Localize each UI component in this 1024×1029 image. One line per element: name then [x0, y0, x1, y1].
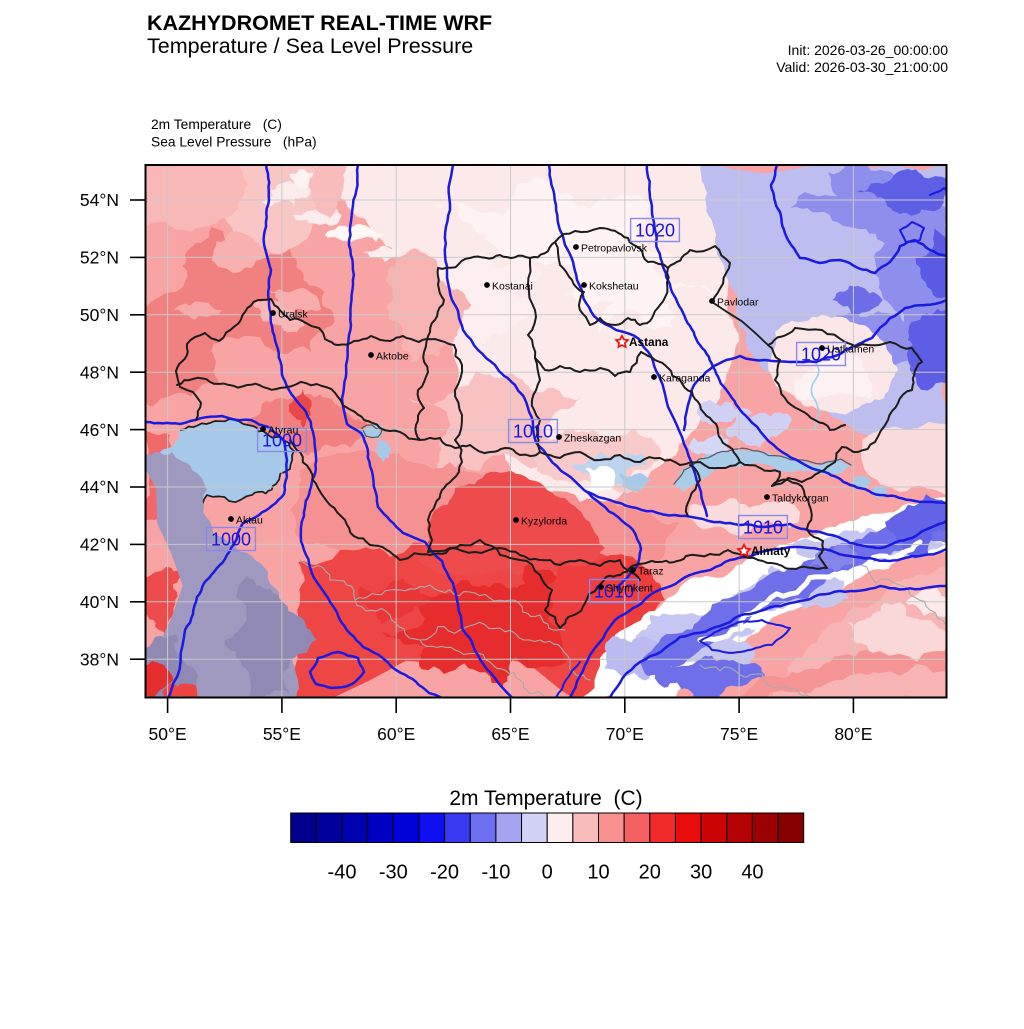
svg-text:Sea Level Pressure (hPa): Sea Level Pressure (hPa) [151, 135, 317, 150]
svg-text:Shymkent: Shymkent [606, 583, 653, 595]
svg-text:70°E: 70°E [606, 724, 644, 744]
svg-text:KAZHYDROMET REAL-TIME WRF: KAZHYDROMET REAL-TIME WRF [147, 11, 492, 35]
svg-text:46°N: 46°N [80, 420, 119, 440]
svg-text:Petropavlovsk: Petropavlovsk [581, 243, 648, 255]
svg-text:Taldykorgan: Taldykorgan [772, 493, 829, 505]
svg-text:1020: 1020 [635, 221, 675, 241]
svg-text:Astana: Astana [629, 335, 669, 349]
svg-text:50°E: 50°E [149, 724, 187, 744]
svg-text:40°N: 40°N [80, 592, 119, 612]
svg-text:Valid: 2026-03-30_21:00:00: Valid: 2026-03-30_21:00:00 [776, 59, 948, 75]
svg-text:2m Temperature (C): 2m Temperature (C) [449, 787, 642, 810]
svg-text:48°N: 48°N [80, 362, 119, 382]
svg-text:65°E: 65°E [491, 724, 529, 744]
svg-text:1010: 1010 [513, 422, 553, 442]
svg-text:Aktau: Aktau [236, 515, 263, 527]
svg-text:Uralsk: Uralsk [278, 309, 309, 321]
svg-text:Almaty: Almaty [751, 544, 791, 558]
svg-text:40: 40 [741, 862, 763, 884]
svg-text:Temperature / Sea Level Pressu: Temperature / Sea Level Pressure [147, 34, 473, 58]
svg-text:1000: 1000 [211, 530, 251, 550]
svg-text:38°N: 38°N [80, 649, 119, 669]
svg-text:1010: 1010 [743, 518, 783, 538]
svg-text:Aktobe: Aktobe [376, 351, 409, 363]
svg-text:52°N: 52°N [80, 248, 119, 268]
svg-text:1020: 1020 [801, 345, 841, 365]
svg-text:-20: -20 [430, 862, 459, 884]
svg-text:75°E: 75°E [720, 724, 758, 744]
svg-text:Kyzylorda: Kyzylorda [521, 516, 567, 528]
svg-text:54°N: 54°N [80, 190, 119, 210]
svg-text:-10: -10 [481, 862, 510, 884]
svg-text:Init: 2026-03-26_00:00:00: Init: 2026-03-26_00:00:00 [788, 42, 949, 58]
svg-text:55°E: 55°E [263, 724, 301, 744]
svg-text:Ustkamen: Ustkamen [827, 344, 874, 356]
svg-text:Kokshetau: Kokshetau [589, 281, 639, 293]
svg-text:80°E: 80°E [834, 724, 872, 744]
svg-text:42°N: 42°N [80, 535, 119, 555]
svg-text:Pavlodar: Pavlodar [717, 297, 759, 309]
svg-text:60°E: 60°E [377, 724, 415, 744]
svg-text:Taraz: Taraz [638, 566, 664, 578]
svg-text:Zheskazgan: Zheskazgan [564, 433, 621, 445]
svg-text:Karaganda: Karaganda [659, 373, 711, 385]
svg-text:1010: 1010 [594, 582, 634, 602]
svg-text:Atyrau: Atyrau [268, 425, 299, 437]
svg-text:30: 30 [690, 862, 712, 884]
svg-text:-40: -40 [328, 862, 357, 884]
svg-text:2m Temperature (C): 2m Temperature (C) [151, 117, 282, 132]
svg-text:-30: -30 [379, 862, 408, 884]
svg-text:20: 20 [639, 862, 661, 884]
svg-text:1000: 1000 [262, 431, 302, 451]
svg-text:Kostanai: Kostanai [492, 281, 533, 293]
svg-text:10: 10 [587, 862, 609, 884]
svg-text:0: 0 [542, 862, 553, 884]
svg-text:44°N: 44°N [80, 477, 119, 497]
svg-text:50°N: 50°N [80, 305, 119, 325]
